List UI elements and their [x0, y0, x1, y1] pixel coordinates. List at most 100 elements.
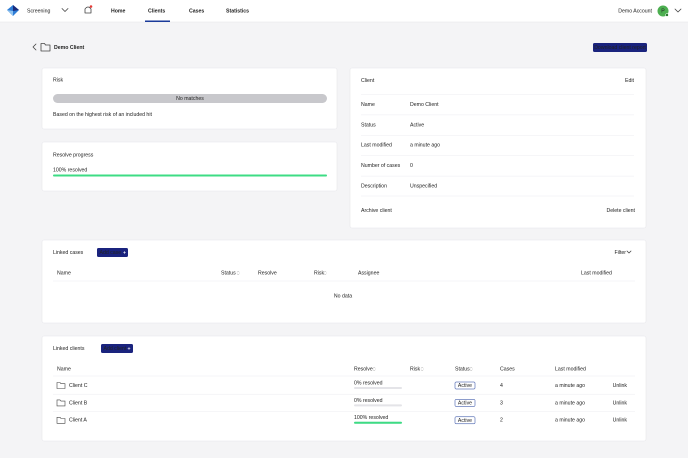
card-title: Linked cases — [53, 250, 84, 256]
field-label: Status — [361, 122, 376, 128]
add-client-button[interactable] — [101, 344, 133, 353]
last-modified: a minute ago — [555, 383, 585, 389]
download-button[interactable] — [593, 43, 647, 52]
column-header: Risk — [314, 270, 324, 276]
product-name[interactable]: Screening — [27, 8, 50, 14]
archive-link[interactable]: Archive client — [361, 208, 392, 214]
field-label: Number of cases — [361, 163, 401, 169]
field-value: Active — [410, 122, 424, 128]
folder-icon — [40, 43, 51, 52]
bell-icon[interactable] — [84, 5, 93, 14]
column-header: Risk — [410, 366, 420, 372]
column-header: Name — [57, 366, 71, 372]
resolve-label: 0% resolved — [354, 398, 383, 404]
folder-icon — [56, 417, 66, 424]
status-dot — [665, 13, 669, 17]
risk-label: No matches — [176, 96, 204, 102]
filter-link[interactable]: Filter — [614, 250, 626, 256]
client-name[interactable]: Client A — [69, 418, 87, 424]
resolve-bar-track — [354, 404, 402, 407]
avatar[interactable] — [657, 5, 669, 17]
edit-link[interactable]: Edit — [625, 78, 634, 84]
resolve-bar-track — [354, 387, 402, 389]
sort-icon[interactable] — [420, 366, 424, 372]
product-chevron[interactable] — [61, 8, 69, 12]
account-chevron[interactable] — [674, 8, 682, 13]
status-badge — [454, 399, 476, 407]
card-title: Client — [361, 78, 375, 84]
filter-chevron[interactable] — [626, 250, 632, 254]
empty-state: No data — [334, 293, 352, 299]
linked-clients-card — [41, 335, 647, 442]
column-header: Status — [221, 270, 236, 276]
card-title: Resolve progress — [53, 152, 94, 158]
page-title: Demo Client — [54, 45, 85, 51]
unlink-link[interactable]: Unlink — [613, 383, 628, 389]
sort-icon[interactable] — [236, 270, 240, 276]
column-header: Last modified — [581, 270, 612, 276]
column-header: Resolve — [258, 270, 277, 276]
resolve-bar — [354, 421, 402, 424]
risk-note: Based on the highest risk of an included… — [53, 112, 152, 118]
last-modified: a minute ago — [555, 400, 585, 406]
avatar-letter: P — [661, 9, 665, 15]
add-case-button[interactable] — [97, 248, 128, 257]
cases-count: 3 — [500, 400, 503, 406]
back-button[interactable] — [32, 43, 37, 51]
top-nav — [0, 0, 688, 22]
resolve-label: 0% resolved — [354, 380, 383, 386]
status-label: Active — [458, 418, 472, 424]
field-label: Last modified — [361, 143, 392, 149]
risk-pill — [53, 94, 327, 103]
progress-bar — [53, 174, 327, 177]
nav-link[interactable]: Cases — [189, 8, 204, 14]
unlink-link[interactable]: Unlink — [613, 418, 628, 424]
field-value: 0 — [410, 163, 413, 169]
column-header: Resolve — [354, 366, 373, 372]
sort-icon[interactable] — [469, 366, 473, 372]
card-title: Risk — [53, 77, 63, 83]
column-header: Last modified — [555, 366, 586, 372]
status-label: Active — [458, 383, 472, 389]
column-header: Cases — [500, 366, 515, 372]
add-case-label[interactable]: Add case — [100, 250, 122, 256]
plus-icon — [123, 251, 126, 254]
nav-link[interactable]: Statistics — [226, 8, 249, 14]
cases-count: 2 — [500, 418, 503, 424]
delete-link[interactable]: Delete client — [606, 208, 635, 214]
resolve-label: 100% resolved — [354, 415, 388, 421]
client-card — [349, 67, 647, 229]
add-client-label[interactable]: Add client — [104, 346, 127, 352]
column-header: Name — [57, 270, 71, 276]
nav-link[interactable]: Clients — [148, 8, 165, 14]
client-name[interactable]: Client B — [69, 400, 88, 406]
field-value: a minute ago — [410, 143, 440, 149]
last-modified: a minute ago — [555, 418, 585, 424]
sort-icon[interactable] — [372, 366, 376, 372]
field-value: Demo Client — [410, 102, 439, 108]
unlink-link[interactable]: Unlink — [613, 400, 628, 406]
folder-icon — [56, 382, 66, 389]
status-badge — [454, 416, 476, 425]
field-value: Unspecified — [410, 183, 437, 189]
column-header: Status — [455, 366, 470, 372]
sort-icon[interactable] — [323, 270, 327, 276]
progress-label: 100% resolved — [53, 167, 87, 173]
nav-link[interactable]: Home — [111, 8, 126, 14]
account-name[interactable]: Demo Account — [618, 8, 652, 14]
field-label: Name — [361, 102, 375, 108]
linked-cases-card — [41, 239, 647, 324]
status-label: Active — [458, 400, 472, 406]
cases-count: 4 — [500, 383, 503, 389]
field-label: Description — [361, 183, 387, 189]
logo — [7, 5, 19, 16]
folder-icon — [56, 399, 66, 407]
column-header: Assignee — [358, 270, 379, 276]
status-badge — [454, 381, 476, 390]
download-button-label[interactable]: Download client report — [594, 45, 646, 51]
plus-icon — [127, 347, 131, 350]
progress-card — [41, 141, 338, 192]
client-name[interactable]: Client C — [69, 383, 88, 389]
